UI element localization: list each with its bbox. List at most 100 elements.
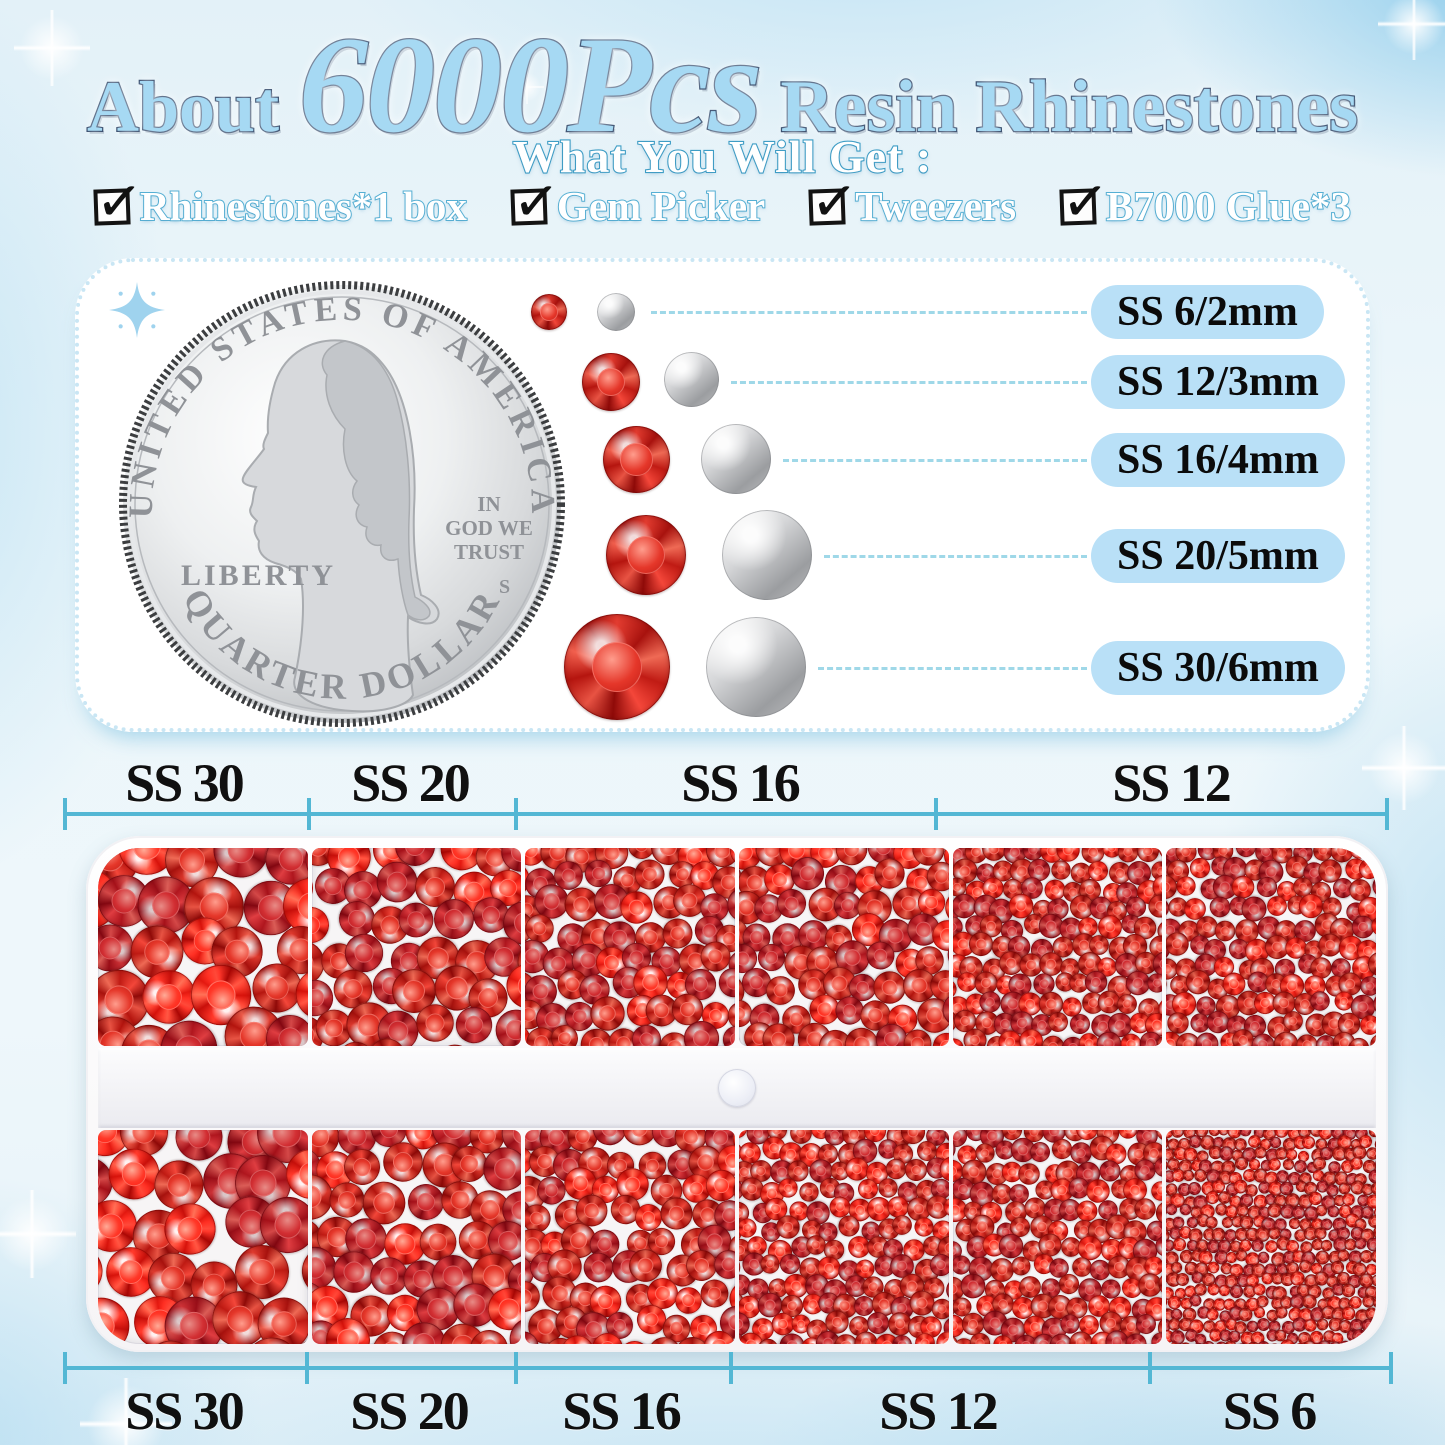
top-scale-label: SS 16 xyxy=(681,753,801,813)
tray-compartment xyxy=(952,1130,1163,1344)
scale-tick xyxy=(1385,798,1389,830)
tray-compartment xyxy=(525,1130,735,1344)
rhinestone xyxy=(674,1286,703,1315)
tray-compartment xyxy=(1166,1130,1376,1344)
tray-compartment xyxy=(1166,848,1376,1046)
top-scale-label: SS 20 xyxy=(351,753,471,813)
rhinestone-sample xyxy=(603,426,670,493)
rhinestone xyxy=(482,1147,522,1191)
include-item-gem-picker: ✓ Gem Picker xyxy=(510,168,766,236)
leader-line xyxy=(818,667,1087,670)
include-label: Gem Picker xyxy=(556,183,766,229)
includes-list: ✓ Rhinestones*1 box ✓ Gem Picker ✓ Tweez… xyxy=(0,168,1445,236)
rhinestone xyxy=(1301,1135,1316,1150)
rhinestone xyxy=(1191,1343,1205,1344)
leader-line xyxy=(651,311,1087,314)
bottom-scale-line xyxy=(63,1352,1393,1384)
gray-disc xyxy=(701,424,771,494)
title-count: 6000Pcs xyxy=(298,8,764,161)
rhinestone xyxy=(1167,1011,1189,1034)
gray-disc xyxy=(722,510,812,600)
leader-line xyxy=(731,381,1087,384)
size-label-pill: SS 12/3mm xyxy=(1091,355,1345,409)
top-scale-label: SS 30 xyxy=(125,753,245,813)
top-scale-line xyxy=(63,798,1389,830)
scale-tick xyxy=(514,1352,518,1384)
checkbox-icon: ✓ xyxy=(510,168,562,236)
tray-compartment xyxy=(311,848,522,1046)
rhinestone xyxy=(779,1253,801,1275)
bottom-scale-label: SS 20 xyxy=(350,1381,470,1441)
svg-text:GOD WE: GOD WE xyxy=(445,516,533,540)
tray-compartment xyxy=(98,1130,308,1344)
tray-compartment xyxy=(311,1130,522,1344)
size-label-pill: SS 16/4mm xyxy=(1091,433,1345,487)
scale-tick xyxy=(934,798,938,830)
rhinestone xyxy=(1275,1305,1289,1320)
size-label-pill: SS 20/5mm xyxy=(1091,529,1345,583)
rhinestone xyxy=(1194,1032,1220,1046)
leader-line xyxy=(783,459,1087,462)
title-prefix: About xyxy=(86,67,281,147)
sparkle-icon xyxy=(109,282,165,338)
checkbox-icon: ✓ xyxy=(808,168,860,236)
tray-compartment xyxy=(952,848,1163,1046)
size-label: SS 16/4mm xyxy=(1117,437,1319,483)
bottom-scale-label: SS 6 xyxy=(1222,1381,1318,1441)
tray-row-top xyxy=(98,848,1376,1046)
bottom-scale-label: SS 30 xyxy=(125,1381,245,1441)
rhinestone xyxy=(311,901,336,950)
page-title: About 6000Pcs Resin Rhinestones xyxy=(0,8,1445,161)
size-label: SS 20/5mm xyxy=(1117,533,1319,579)
washington-hair xyxy=(321,340,431,621)
size-label-pill: SS 6/2mm xyxy=(1091,285,1324,339)
rhinestone xyxy=(1175,874,1198,897)
tray-divider xyxy=(98,1048,1376,1128)
tray-compartment xyxy=(739,848,949,1046)
rhinestone-tray xyxy=(86,836,1388,1352)
gray-disc xyxy=(706,617,806,717)
rhinestone xyxy=(619,889,655,925)
scale-tick xyxy=(729,1352,733,1384)
include-label: Tweezers xyxy=(854,183,1017,229)
svg-text:LIBERTY: LIBERTY xyxy=(181,559,336,592)
include-label: Rhinestones*1 box xyxy=(139,183,468,229)
checkbox-icon: ✓ xyxy=(93,168,145,236)
check-icon: ✓ xyxy=(510,167,562,236)
svg-text:S: S xyxy=(499,576,510,598)
check-icon: ✓ xyxy=(93,167,146,236)
svg-text:TRUST: TRUST xyxy=(454,540,524,564)
rhinestone-sample xyxy=(564,614,670,720)
subtitle: What You Will Get : xyxy=(512,131,933,182)
size-label: SS 30/6mm xyxy=(1117,645,1319,691)
size-label: SS 12/3mm xyxy=(1117,359,1319,405)
sparkle-icon xyxy=(0,1190,76,1278)
rhinestone-sample xyxy=(582,353,640,411)
tray-knob xyxy=(718,1069,756,1107)
gray-disc xyxy=(664,352,719,407)
checkbox-icon: ✓ xyxy=(1059,168,1111,236)
size-comparison-panel: UNITED STATES OF AMERICA QUARTER DOLLAR … xyxy=(75,258,1370,732)
rhinestone-sample xyxy=(531,294,567,330)
bottom-scale-label: SS 16 xyxy=(562,1381,682,1441)
quarter-coin: UNITED STATES OF AMERICA QUARTER DOLLAR … xyxy=(119,281,565,727)
tray-compartment xyxy=(525,848,735,1046)
rhinestone xyxy=(697,1277,731,1311)
scale-tick xyxy=(63,798,67,830)
rhinestone xyxy=(775,1214,800,1239)
check-icon: ✓ xyxy=(1059,167,1112,236)
scale-tick xyxy=(63,1352,67,1384)
check-icon: ✓ xyxy=(808,167,861,236)
tray-compartment xyxy=(98,848,308,1046)
size-label: SS 6/2mm xyxy=(1117,289,1298,335)
tray-row-bottom xyxy=(98,1130,1376,1344)
include-item-glue: ✓ B7000 Glue*3 xyxy=(1059,168,1352,236)
scale-tick xyxy=(307,798,311,830)
rhinestone-sample xyxy=(606,515,686,595)
include-label: B7000 Glue*3 xyxy=(1105,183,1352,229)
sparkle-icon xyxy=(1362,726,1445,810)
leader-line xyxy=(824,555,1087,558)
top-scale-label: SS 12 xyxy=(1112,753,1232,813)
gray-disc xyxy=(597,293,635,331)
